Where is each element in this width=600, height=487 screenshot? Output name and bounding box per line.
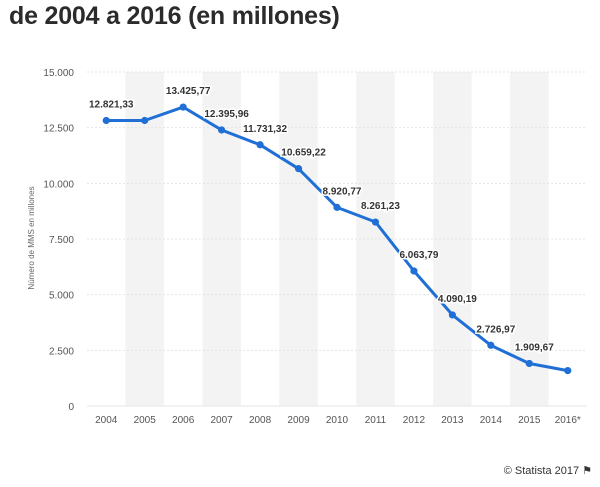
- data-point[interactable]: [564, 366, 572, 375]
- data-label: 4.090,19: [438, 294, 477, 305]
- x-tick-label: 2014: [480, 415, 503, 426]
- data-label: 13.425,77: [166, 86, 211, 97]
- x-tick-label: 2010: [326, 415, 349, 426]
- data-point[interactable]: [525, 359, 533, 368]
- data-label: 12.821,33: [89, 100, 134, 111]
- y-axis: 0 2.500 5.000 7.500 10.000 12.500 15.000: [43, 68, 74, 413]
- data-label: 1.909,67: [515, 342, 554, 353]
- data-point[interactable]: [371, 218, 380, 226]
- data-series: [102, 103, 572, 375]
- x-tick-label: 2008: [249, 415, 272, 426]
- data-label: 8.261,23: [361, 201, 400, 212]
- data-labels: 12.821,33 13.425,77 12.395,96 11.731,32 10.6…: [87, 85, 555, 355]
- data-label: 8.920,77: [323, 186, 362, 197]
- data-point[interactable]: [333, 203, 341, 211]
- x-axis: 2004 2005 2006 2007 2008 2009 2010 2011 2012 2013…: [95, 415, 581, 426]
- x-tick-label: 2011: [365, 415, 387, 426]
- statista-credit[interactable]: © Statista 2017 ⚑: [504, 464, 592, 477]
- x-tick-label: 2015: [518, 415, 541, 426]
- x-tick-label: 2005: [134, 415, 157, 426]
- y-tick-label: 7.500: [49, 235, 74, 246]
- y-tick-label: 0: [68, 402, 74, 413]
- y-tick-label: 15.000: [43, 68, 74, 79]
- y-tick-label: 2.500: [49, 346, 74, 357]
- x-tick-label: 2006: [172, 415, 195, 426]
- x-tick-label: 2012: [403, 415, 426, 426]
- chart-title: de 2004 a 2016 (en millones): [9, 2, 340, 30]
- flag-icon: ⚑: [582, 465, 592, 477]
- data-point[interactable]: [179, 103, 187, 111]
- y-tick-label: 12.500: [43, 124, 74, 135]
- data-label: 6.063,79: [399, 250, 438, 261]
- y-tick-label: 10.000: [43, 179, 74, 190]
- data-point[interactable]: [448, 311, 456, 319]
- x-tick-label: 2016*: [555, 415, 581, 426]
- data-point[interactable]: [410, 267, 418, 275]
- data-label: 11.731,32: [243, 124, 287, 135]
- data-point[interactable]: [141, 116, 149, 125]
- data-point[interactable]: [102, 116, 110, 125]
- data-point[interactable]: [294, 165, 303, 173]
- data-point[interactable]: [487, 341, 495, 349]
- y-axis-label: Número de MMS en millones: [27, 186, 36, 289]
- credit-text: © Statista 2017: [503, 465, 580, 477]
- x-tick-label: 2013: [441, 415, 464, 426]
- data-label: 10.659,22: [281, 148, 326, 159]
- x-tick-label: 2007: [210, 415, 233, 426]
- x-tick-label: 2009: [287, 415, 310, 426]
- data-point[interactable]: [256, 141, 264, 149]
- data-point[interactable]: [218, 126, 226, 134]
- data-label: 2.726,97: [476, 324, 515, 335]
- gridlines: [87, 71, 587, 407]
- y-tick-label: 5.000: [49, 291, 74, 302]
- x-tick-label: 2004: [95, 415, 118, 426]
- data-label: 12.395,96: [204, 109, 249, 120]
